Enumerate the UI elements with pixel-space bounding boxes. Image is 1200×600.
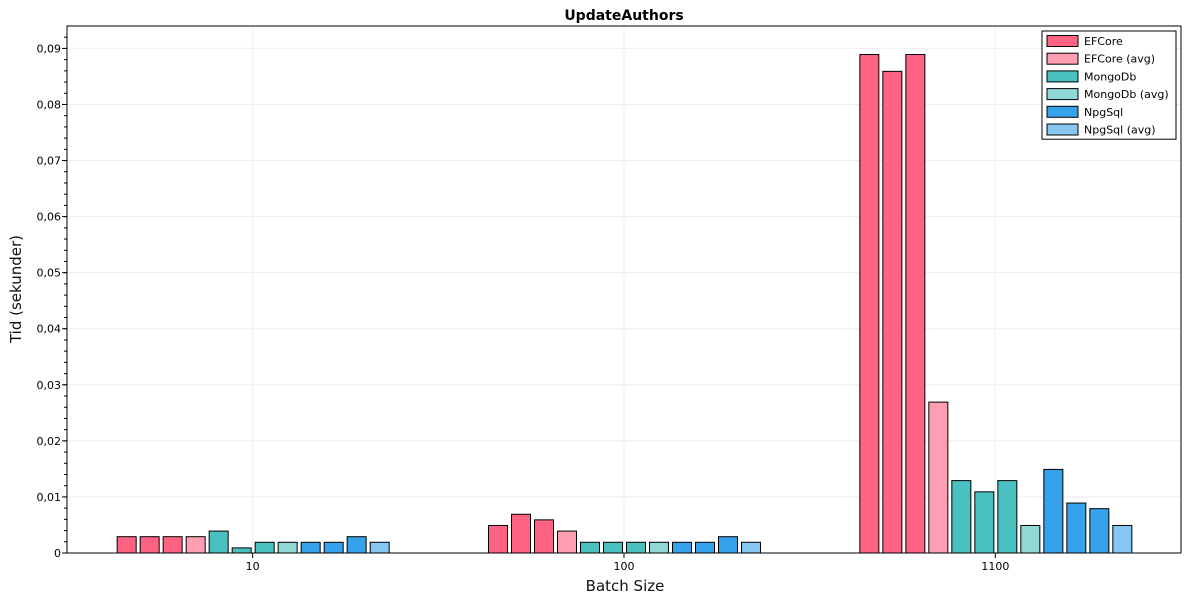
gridlines	[67, 26, 1181, 553]
bar-mongodb	[603, 541, 623, 554]
y-tick-label: 0,07	[37, 155, 62, 168]
bar-npgsql	[1089, 508, 1110, 554]
bar-efcore	[116, 536, 137, 554]
legend-swatch	[1046, 123, 1079, 136]
bar-mongodb-avg	[1020, 524, 1041, 554]
bar-efcore	[139, 536, 160, 554]
bar-efcore	[534, 519, 554, 554]
x-axis-label: Batch Size	[586, 577, 665, 595]
bar-npgsql	[323, 541, 344, 554]
legend-label: MongoDb (avg)	[1084, 88, 1169, 101]
bar-mongodb-avg	[277, 541, 298, 554]
legend: EFCore EFCore (avg) MongoDb MongoDb (avg) Np…	[1041, 30, 1177, 140]
bar-npgsql-avg	[1112, 524, 1133, 554]
legend-swatch	[1046, 88, 1079, 101]
legend-box	[1041, 30, 1177, 140]
y-tick-label: 0,05	[37, 267, 62, 280]
legend-label: NpgSql	[1084, 106, 1123, 119]
bar-efcore	[859, 54, 880, 554]
bar-npgsql	[672, 541, 692, 554]
bar-mongodb	[231, 547, 252, 554]
bar-npgsql	[300, 541, 321, 554]
bar-npgsql	[718, 536, 738, 554]
legend-swatch	[1046, 70, 1079, 83]
bar-npgsql-avg	[741, 541, 761, 554]
y-tick-label: 0,03	[37, 379, 62, 392]
chart-title: UpdateAuthors	[564, 8, 683, 24]
bar-mongodb	[951, 480, 972, 554]
bar-npgsql-avg	[369, 541, 390, 554]
bar-efcore	[162, 536, 183, 554]
legend-swatch	[1046, 52, 1079, 65]
y-tick-label: 0	[54, 547, 61, 560]
bar-mongodb	[580, 541, 600, 554]
legend-label: MongoDb	[1084, 70, 1136, 83]
bar-efcore	[511, 513, 531, 554]
bar-mongodb	[997, 480, 1018, 554]
y-axis-label: Tid (sekunder)	[7, 235, 25, 344]
y-tick-label: 0,02	[37, 435, 62, 448]
y-tick-label: 0,08	[37, 98, 62, 111]
bar-mongodb-avg	[649, 541, 669, 554]
y-tick-label: 0,04	[37, 323, 62, 336]
bar-efcore-avg	[185, 536, 206, 554]
bar-mongodb	[974, 491, 995, 554]
legend-label: NpgSql (avg)	[1084, 124, 1156, 137]
bar-npgsql	[1066, 502, 1087, 554]
bar-efcore	[882, 70, 903, 554]
bar-mongodb	[208, 530, 229, 554]
x-tick-label: 10	[246, 560, 260, 573]
bar-npgsql	[695, 541, 715, 554]
bar-efcore-avg	[928, 401, 949, 554]
x-tick-label: 100	[614, 560, 635, 573]
x-tick-label: 1100	[981, 560, 1009, 573]
bar-npgsql	[1043, 468, 1064, 554]
legend-swatch	[1046, 35, 1079, 47]
bar-efcore-avg	[557, 530, 577, 554]
y-tick-label: 0,01	[37, 491, 62, 504]
bar-mongodb	[626, 541, 646, 554]
bar-npgsql	[346, 536, 367, 554]
plot-frame	[66, 25, 1182, 554]
bar-efcore	[905, 54, 926, 554]
bar-mongodb	[254, 541, 275, 554]
axes: 0 0,01 0,02 0,03 0,04 0,05 0,06 0,07 0,08 0,09 10 1…	[37, 25, 1182, 573]
y-tick-label: 0,09	[37, 42, 62, 55]
y-tick-label: 0,06	[37, 211, 62, 224]
legend-label: EFCore (avg)	[1084, 53, 1155, 66]
legend-label: EFCore	[1084, 35, 1123, 48]
bar-efcore	[488, 524, 508, 554]
legend-swatch	[1046, 105, 1079, 118]
bars	[116, 54, 1133, 554]
